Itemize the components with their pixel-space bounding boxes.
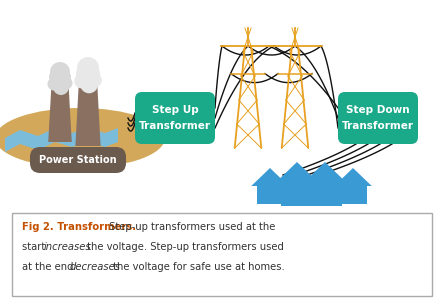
Text: Power Station: Power Station [39, 155, 117, 165]
FancyBboxPatch shape [275, 217, 355, 239]
Text: Transformer: Transformer [139, 121, 211, 131]
Text: increases: increases [44, 242, 92, 252]
Bar [340, 186, 366, 204]
Polygon shape [75, 68, 101, 146]
Circle shape [85, 66, 100, 81]
Bar [257, 186, 284, 204]
Text: at the end: at the end [22, 262, 77, 272]
Text: Step Down: Step Down [346, 105, 410, 115]
Circle shape [76, 66, 91, 81]
Bar [280, 184, 314, 206]
FancyBboxPatch shape [135, 92, 215, 144]
Text: Step Up: Step Up [152, 105, 198, 115]
Polygon shape [302, 162, 348, 184]
Text: Homes: Homes [296, 223, 333, 233]
Ellipse shape [0, 108, 165, 168]
Circle shape [50, 62, 70, 82]
Text: Transformer: Transformer [342, 121, 414, 131]
Ellipse shape [52, 69, 68, 75]
Ellipse shape [79, 65, 97, 71]
Circle shape [60, 76, 72, 89]
FancyBboxPatch shape [30, 147, 126, 173]
Text: the voltage. Step-up transformers used: the voltage. Step-up transformers used [84, 242, 284, 252]
Circle shape [49, 70, 63, 84]
Bar [309, 184, 341, 206]
Circle shape [74, 74, 89, 88]
FancyBboxPatch shape [12, 213, 432, 296]
Circle shape [80, 76, 98, 93]
FancyBboxPatch shape [338, 92, 418, 144]
Text: start: start [22, 242, 49, 252]
Circle shape [87, 73, 102, 87]
Circle shape [77, 57, 99, 79]
Polygon shape [251, 168, 289, 186]
Text: Step-up transformers used at the: Step-up transformers used at the [106, 222, 275, 232]
Circle shape [57, 70, 71, 84]
Polygon shape [48, 72, 72, 142]
Polygon shape [274, 162, 320, 184]
Text: the voltage for safe use at homes.: the voltage for safe use at homes. [110, 262, 285, 272]
Circle shape [48, 78, 60, 91]
Polygon shape [334, 168, 372, 186]
Text: decreases: decreases [70, 262, 121, 272]
Text: Fig 2. Transformers.: Fig 2. Transformers. [22, 222, 136, 232]
Polygon shape [5, 128, 118, 152]
Circle shape [53, 79, 69, 95]
